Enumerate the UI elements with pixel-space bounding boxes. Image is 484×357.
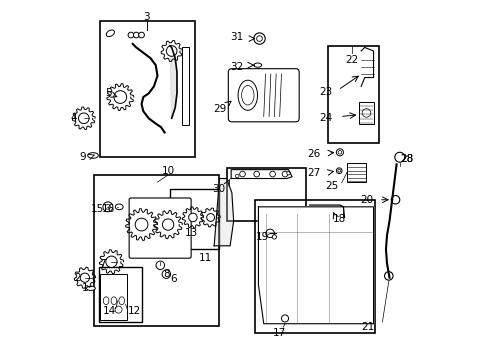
Text: 4: 4: [70, 113, 76, 123]
Text: 29: 29: [213, 105, 226, 115]
Bar: [100, 21, 194, 157]
Circle shape: [282, 171, 287, 177]
Circle shape: [239, 171, 245, 177]
Circle shape: [253, 33, 265, 44]
Text: 15: 15: [90, 203, 104, 213]
Text: 12: 12: [127, 306, 140, 316]
Text: 2: 2: [75, 273, 81, 283]
Circle shape: [115, 306, 122, 313]
Text: 26: 26: [306, 149, 320, 159]
Bar: [94, 175, 219, 326]
Text: 18: 18: [332, 214, 346, 224]
Text: 14: 14: [102, 306, 116, 316]
Circle shape: [156, 261, 164, 270]
Text: 19: 19: [255, 232, 269, 242]
Circle shape: [253, 171, 259, 177]
Circle shape: [188, 213, 197, 222]
Circle shape: [235, 174, 239, 178]
Circle shape: [336, 149, 343, 156]
Text: 24: 24: [319, 113, 332, 123]
Ellipse shape: [103, 297, 109, 305]
Circle shape: [162, 219, 173, 230]
Bar: [346, 162, 366, 182]
Bar: [169, 189, 219, 249]
Circle shape: [162, 270, 170, 278]
Circle shape: [391, 196, 399, 204]
Text: 10: 10: [161, 166, 174, 176]
Circle shape: [394, 152, 404, 162]
Circle shape: [272, 235, 276, 239]
Ellipse shape: [253, 63, 261, 67]
Circle shape: [286, 171, 290, 175]
Ellipse shape: [238, 80, 257, 110]
Ellipse shape: [88, 153, 98, 158]
Circle shape: [114, 91, 126, 104]
Circle shape: [80, 273, 89, 282]
Text: 20: 20: [360, 195, 373, 205]
Circle shape: [103, 202, 113, 212]
Circle shape: [256, 36, 262, 41]
Text: 3: 3: [143, 12, 150, 22]
Circle shape: [78, 113, 89, 124]
Ellipse shape: [86, 286, 95, 291]
Ellipse shape: [119, 297, 124, 305]
Circle shape: [384, 272, 392, 280]
Text: 23: 23: [319, 87, 332, 97]
Text: 22: 22: [345, 55, 358, 65]
FancyBboxPatch shape: [129, 198, 191, 258]
Ellipse shape: [106, 30, 114, 36]
Bar: [226, 168, 305, 221]
Text: 28: 28: [399, 154, 412, 164]
Text: 8: 8: [163, 269, 169, 279]
Bar: [359, 102, 373, 124]
Text: 5: 5: [105, 89, 111, 99]
Bar: [255, 200, 375, 333]
Text: 7: 7: [99, 258, 106, 268]
Circle shape: [336, 168, 341, 174]
Text: 27: 27: [306, 168, 320, 178]
Text: 1: 1: [82, 283, 88, 293]
Polygon shape: [214, 178, 233, 246]
Circle shape: [269, 171, 275, 177]
Polygon shape: [169, 46, 177, 118]
Text: 31: 31: [229, 32, 242, 42]
Text: 13: 13: [184, 228, 197, 238]
Circle shape: [166, 46, 177, 56]
Ellipse shape: [115, 204, 123, 210]
Bar: [327, 46, 378, 143]
Bar: [182, 47, 188, 125]
Polygon shape: [258, 207, 373, 324]
Circle shape: [106, 256, 117, 267]
Text: 32: 32: [229, 62, 242, 72]
Ellipse shape: [111, 297, 117, 305]
FancyBboxPatch shape: [228, 69, 299, 122]
Text: 9: 9: [79, 152, 85, 162]
Text: 30: 30: [211, 184, 224, 194]
Text: 6: 6: [169, 275, 176, 285]
Circle shape: [135, 218, 148, 231]
Bar: [98, 267, 141, 322]
Text: 28: 28: [399, 154, 412, 164]
Text: 21: 21: [360, 322, 374, 332]
Circle shape: [362, 109, 370, 117]
Circle shape: [138, 32, 144, 38]
Circle shape: [206, 213, 214, 221]
Circle shape: [128, 32, 134, 38]
Text: 11: 11: [198, 253, 212, 263]
Circle shape: [281, 315, 288, 322]
Text: 25: 25: [324, 181, 337, 191]
Text: 17: 17: [272, 328, 286, 338]
Bar: [100, 274, 126, 320]
Text: 16: 16: [102, 203, 115, 213]
Circle shape: [133, 32, 139, 38]
Circle shape: [265, 229, 274, 238]
